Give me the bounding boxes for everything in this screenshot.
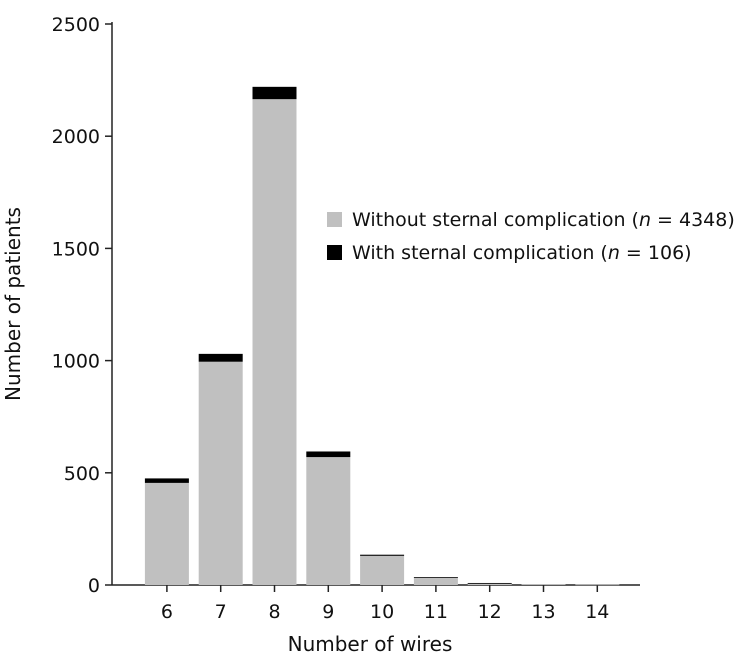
legend-label-without: Without sternal complication (n = 4348) [352,209,735,231]
bar-segment-without-7 [198,361,243,585]
legend-label-with: With sternal complication (n = 106) [352,242,692,264]
x-tick-label: 11 [424,601,448,623]
x-tick-label: 10 [370,601,394,623]
legend-swatch-with [327,245,342,260]
bar-segment-without-9 [306,457,351,585]
y-axis-title: Number of patients [1,207,25,401]
bar-segment-without-11 [413,577,458,585]
x-tick-label: 9 [322,601,334,623]
x-axis: 6 7 8 9 10 11 12 13 14 [112,584,640,623]
bar-segment-with-9 [306,451,351,458]
bar-segment-with-10 [360,554,405,556]
y-tick-label: 1000 [52,351,100,373]
x-axis-title: Number of wires [288,632,453,656]
bar-segment-with-8 [252,86,297,100]
x-tick-label: 12 [478,601,502,623]
bar-segment-with-12 [467,582,512,584]
bar-segment-with-7 [198,353,243,362]
x-tick-label: 6 [161,601,173,623]
y-tick-label: 500 [64,463,100,485]
x-tick-label: 13 [531,601,555,623]
y-tick-label: 0 [88,575,100,597]
bar-segment-without-6 [144,482,189,585]
bars [144,86,620,586]
x-tick-label: 7 [215,601,227,623]
y-tick-label: 2000 [52,126,100,148]
bar-segment-with-6 [144,478,189,483]
legend-swatch-without [327,212,342,227]
y-tick-label: 2500 [52,14,100,36]
x-tick-label: 8 [268,601,280,623]
y-tick-label: 1500 [52,238,100,260]
bar-segment-without-12 [467,583,512,585]
bar-segment-without-8 [252,99,297,585]
bar-segment-without-10 [360,555,405,585]
y-axis: 0 500 1000 1500 2000 2500 [52,14,113,597]
legend: Without sternal complication (n = 4348) … [327,209,735,264]
bar-segment-without-13 [521,584,566,585]
bar-segment-with-11 [413,577,458,578]
bar-segment-without-14 [575,584,620,586]
x-tick-label: 14 [585,601,609,623]
